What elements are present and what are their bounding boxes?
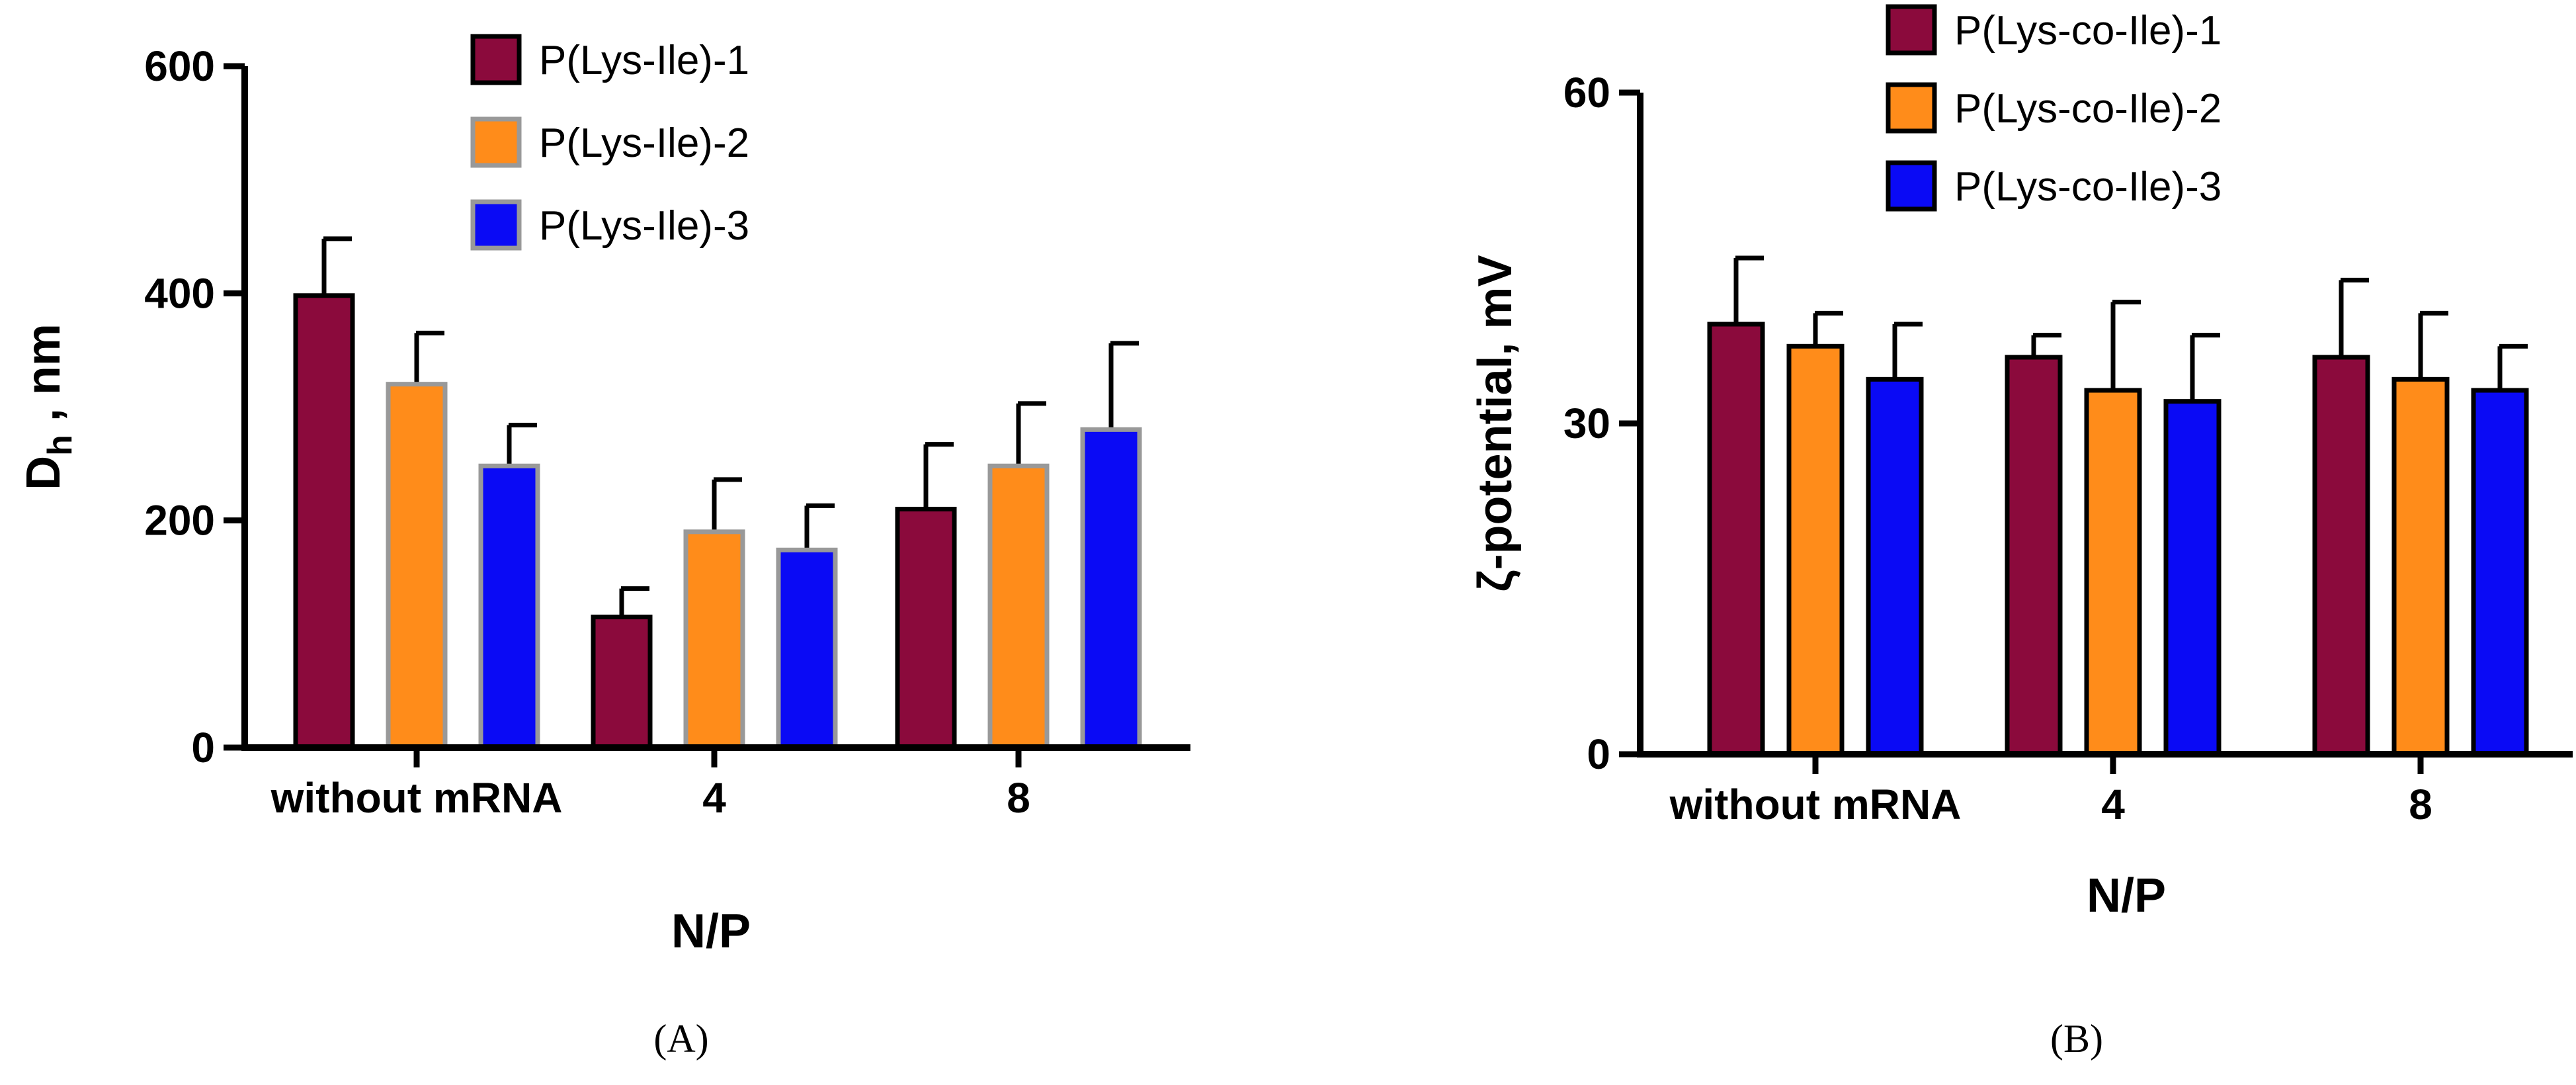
chart-b-legend-swatch-3 — [1886, 160, 1937, 212]
chart-a-bar — [776, 547, 838, 750]
chart-a-bar — [478, 463, 540, 750]
chart-a-bar — [293, 293, 355, 750]
chart-a-x-ticks: without mRNA 4 8 — [270, 748, 1030, 822]
chart-b: 0 30 60 without mRNA 4 8 ζ-potential, mV N/P… — [1469, 4, 2573, 1061]
chart-b-bar — [2471, 388, 2529, 757]
chart-a-x-axis-title: N/P — [671, 905, 751, 958]
chart-b-bar — [1866, 376, 1924, 757]
chart-b-x-tick-label: 4 — [2101, 781, 2125, 828]
chart-b-x-tick-label: without mRNA — [1669, 781, 1962, 828]
chart-a-ylabel-rest: , nm — [17, 324, 70, 435]
chart-b-legend-label-2: P(Lys-co-Ile)-2 — [1954, 86, 2222, 132]
chart-b-panel-label: (B) — [2050, 1017, 2103, 1061]
chart-b-bar — [1707, 322, 1765, 757]
chart-a-legend-label-2: P(Lys-Ile)-2 — [539, 120, 749, 166]
chart-b-y-tick-label: 60 — [1563, 69, 1610, 116]
chart-b-x-axis-title: N/P — [2087, 869, 2166, 922]
chart-b-legend-swatch-1 — [1886, 4, 1937, 56]
chart-b-x-tick-label: 8 — [2409, 781, 2432, 828]
chart-a-x-tick-label: 8 — [1007, 774, 1030, 822]
chart-a-legend-label-3: P(Lys-Ile)-3 — [539, 203, 749, 249]
chart-b-bar — [2312, 355, 2370, 757]
chart-a-bar — [683, 529, 745, 750]
chart-b-legend-label-1: P(Lys-co-Ile)-1 — [1954, 8, 2222, 54]
chart-b-y-tick-label: 30 — [1563, 400, 1610, 447]
chart-b-legend-swatch-2 — [1886, 82, 1937, 134]
chart-b-bars — [1707, 255, 2529, 757]
chart-b-y-tick-label: 0 — [1587, 730, 1610, 778]
chart-a-y-tick-label: 0 — [191, 724, 215, 771]
chart-a: 0 200 400 600 without mRNA 4 8 Dh , nm N/P P(… — [17, 34, 1190, 1061]
chart-a-bars — [293, 236, 1142, 750]
chart-a-y-tick-label: 600 — [144, 42, 215, 90]
chart-a-y-axis-title: Dh , nm — [17, 324, 79, 490]
chart-a-bar — [987, 463, 1050, 750]
chart-a-legend-swatch-3 — [470, 199, 522, 251]
chart-a-x-tick-label: 4 — [702, 774, 726, 822]
chart-a-panel-label: (A) — [653, 1017, 708, 1061]
chart-b-y-ticks: 0 30 60 — [1563, 69, 1640, 778]
chart-b-bar — [2391, 376, 2450, 757]
chart-a-bar — [1080, 427, 1142, 750]
chart-b-bar — [1786, 343, 1845, 757]
chart-a-ylabel-main: D — [17, 456, 70, 490]
chart-b-legend: P(Lys-co-Ile)-1 P(Lys-co-Ile)-2 P(Lys-co… — [1886, 4, 2222, 212]
chart-a-legend-swatch-2 — [470, 116, 522, 168]
chart-a-bar — [591, 615, 653, 750]
chart-a-legend: P(Lys-Ile)-1 P(Lys-Ile)-2 P(Lys-Ile)-3 — [470, 34, 749, 251]
chart-a-y-ticks: 0 200 400 600 — [144, 42, 245, 771]
chart-a-x-tick-label: without mRNA — [270, 774, 563, 822]
chart-b-y-axis-title: ζ-potential, mV — [1469, 255, 1522, 591]
chart-b-bar — [2005, 355, 2063, 757]
chart-a-bar — [386, 382, 448, 750]
chart-b-bar — [2084, 388, 2142, 757]
chart-a-legend-label-1: P(Lys-Ile)-1 — [539, 38, 749, 83]
chart-b-x-ticks: without mRNA 4 8 — [1669, 754, 2432, 828]
chart-a-y-tick-label: 200 — [144, 497, 215, 544]
chart-b-legend-label-3: P(Lys-co-Ile)-3 — [1954, 164, 2222, 210]
chart-a-bar — [895, 507, 957, 750]
chart-b-bar — [2163, 399, 2222, 757]
chart-a-ylabel-sub: h — [41, 435, 79, 456]
chart-a-y-tick-label: 400 — [144, 269, 215, 317]
chart-a-legend-swatch-1 — [470, 34, 522, 85]
